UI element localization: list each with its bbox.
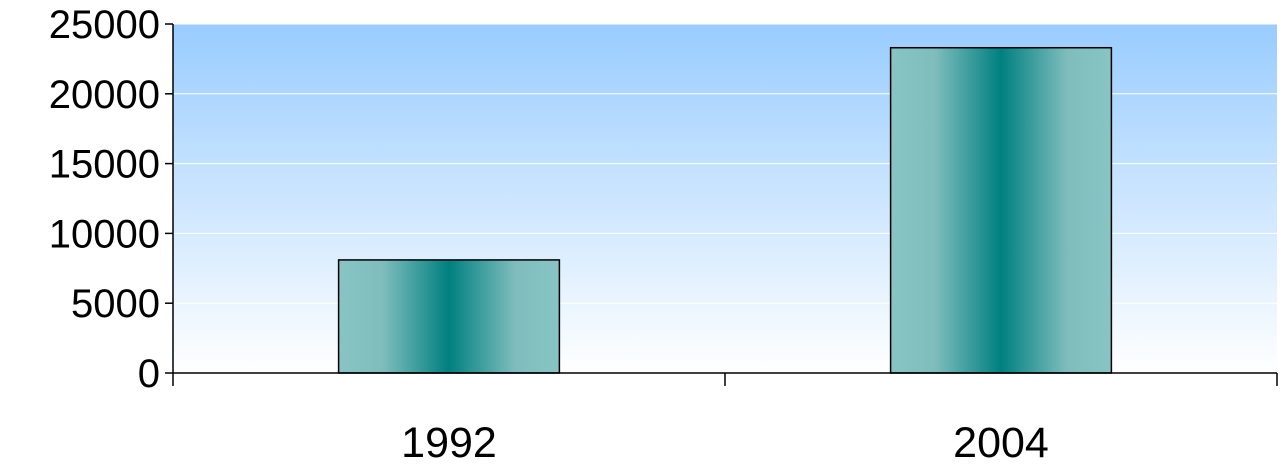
y-tick-label-4: 20000 [49, 73, 160, 117]
y-tick-label-0: 0 [138, 352, 160, 396]
x-axis-category-labels: 1992 2004 [401, 419, 1049, 467]
y-axis-tick-labels: 0 5000 10000 15000 20000 25000 [49, 3, 160, 396]
bar-2004 [889, 46, 1113, 374]
y-tick-label-3: 15000 [49, 143, 160, 187]
y-tick-label-1: 5000 [71, 282, 160, 326]
x-category-label-1992: 1992 [401, 419, 497, 467]
y-tick-label-2: 10000 [49, 212, 160, 256]
x-axis-ticks [172, 373, 1278, 386]
bars [337, 46, 1113, 374]
bar-1992 [337, 259, 561, 374]
y-axis-ticks [165, 23, 173, 374]
x-category-label-2004: 2004 [953, 419, 1049, 467]
y-tick-label-5: 25000 [49, 3, 160, 47]
